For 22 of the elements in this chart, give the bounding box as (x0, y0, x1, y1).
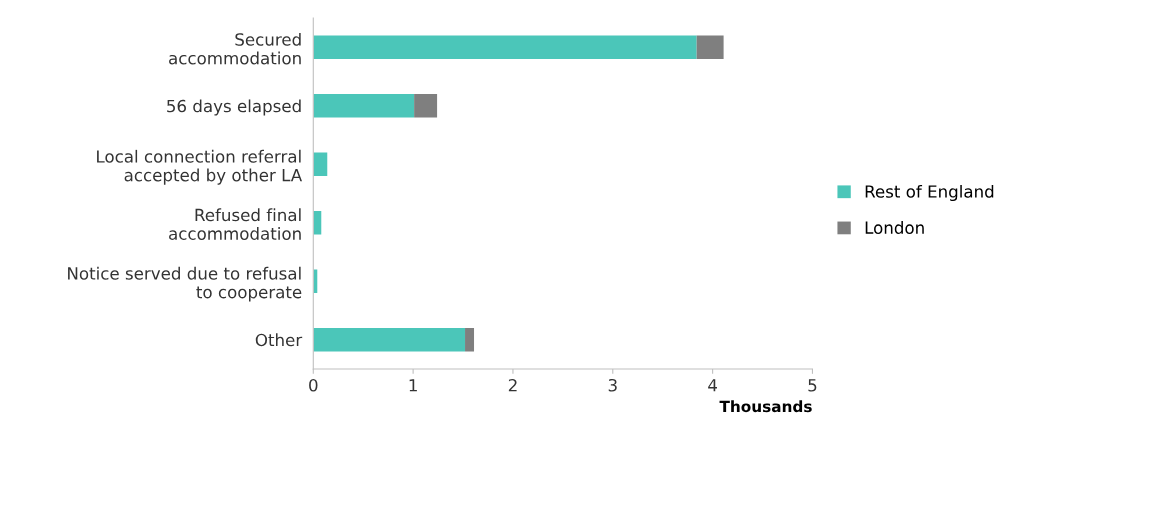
bar (414, 94, 438, 118)
bar (696, 35, 724, 59)
bar (313, 328, 466, 352)
x-tick-label: 3 (608, 378, 617, 392)
bar (313, 94, 415, 118)
bar (313, 152, 328, 176)
x-tick-label: 5 (808, 379, 817, 392)
bar (465, 328, 475, 352)
x-tick-label: 1 (409, 379, 417, 392)
x-axis-title: Thousands (719, 400, 812, 413)
y-tick-label: Refused final accommodation (169, 208, 301, 240)
y-tick-label: Secured accommodation (169, 32, 301, 65)
y-tick-label: 56 days elapsed (167, 99, 301, 116)
x-tick-label: 2 (508, 378, 517, 392)
x-tick-label: 0 (309, 378, 318, 392)
y-tick-label: Other (255, 333, 303, 347)
x-tick-label: 4 (708, 379, 717, 392)
y-tick-label: Local connection referral accepted by other LA (97, 149, 303, 185)
legend-label: Rest of England (865, 184, 994, 202)
bar (313, 35, 697, 59)
legend-label: London (865, 221, 924, 234)
y-tick-label: Notice served due to refusal to cooperate (68, 266, 302, 302)
